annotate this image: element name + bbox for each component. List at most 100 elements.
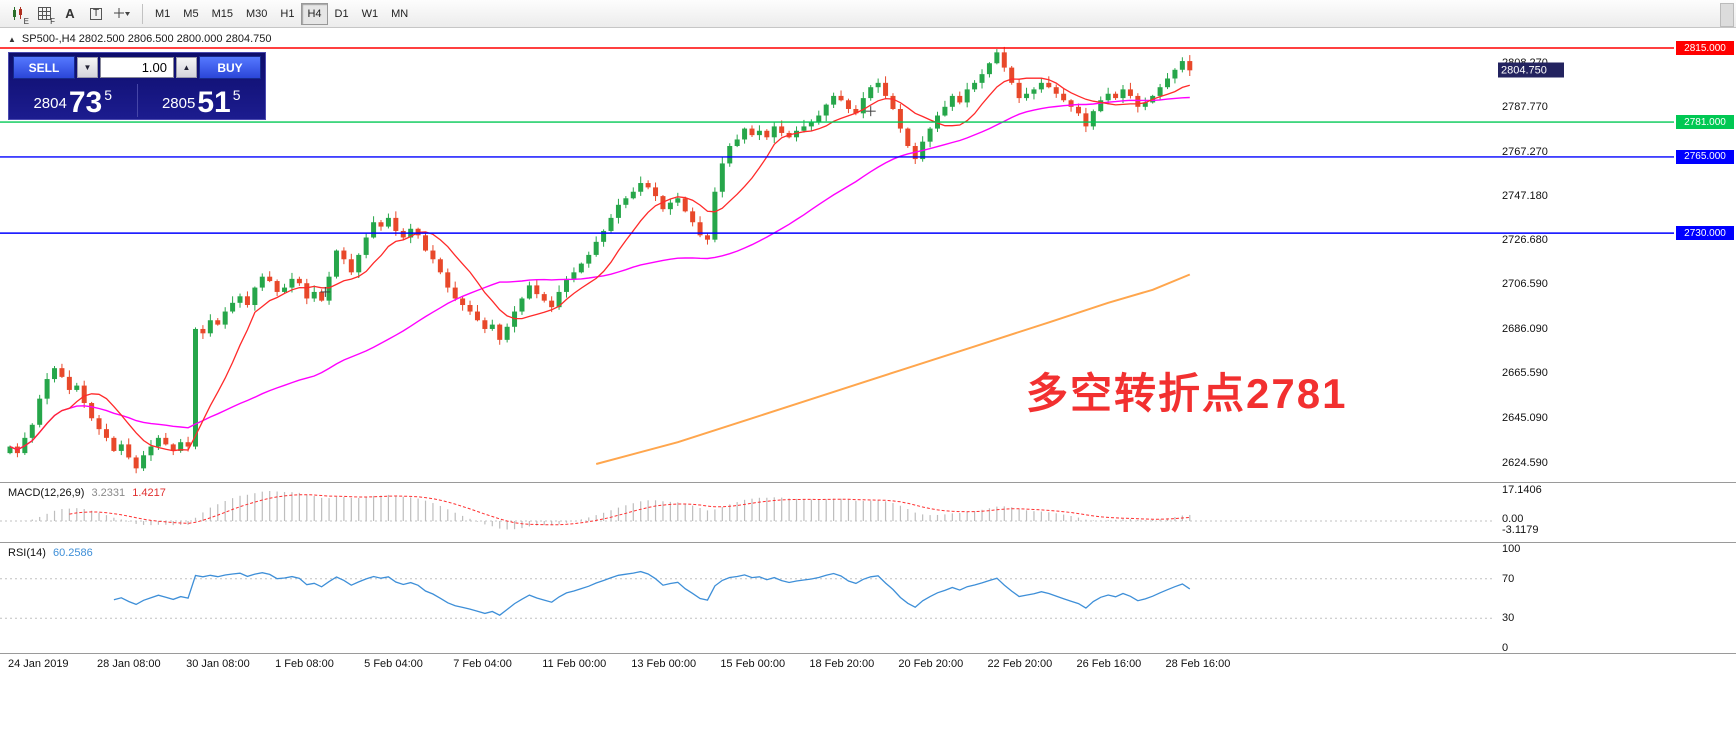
timeframe-button-mn[interactable]: MN: [391, 7, 409, 20]
ask-main: 2805: [161, 95, 196, 112]
price-scale[interactable]: [1496, 28, 1736, 653]
rsi-line: [113, 570, 1191, 616]
ma-fast-line: [9, 77, 1190, 452]
chart-title: ▲ SP500-,H4 2802.500 2806.500 2800.000 2…: [8, 33, 271, 45]
horizontal-price-lines[interactable]: [0, 47, 1674, 234]
price-tick-label: 2665.590: [1502, 367, 1548, 380]
textbox-icon[interactable]: T: [84, 3, 108, 25]
ask-big: 51: [197, 85, 231, 119]
timeframe-button-w1[interactable]: W1: [361, 7, 379, 20]
macd-signal-value: 1.4217: [132, 487, 166, 499]
ma-long-line: [595, 273, 1191, 465]
chart-icon-sub: E: [23, 16, 29, 26]
sell-button[interactable]: SELL: [13, 56, 75, 79]
toolbar: E F A T M1 M5 M15 M30 H1 H4 D1 W1 MN: [0, 0, 1736, 28]
grid-icon-sub: F: [50, 16, 55, 26]
grid-icon[interactable]: F: [32, 3, 56, 26]
macd-signal-line: [69, 494, 1190, 526]
time-axis-label: 22 Feb 20:00: [987, 658, 1053, 670]
oneclick-collapse-icon[interactable]: ▲: [8, 34, 16, 44]
crosshair-tool-icon[interactable]: [110, 3, 134, 25]
price-divider: [136, 84, 138, 117]
ask-sup: 5: [232, 87, 241, 103]
current-price-badge: 2804.750: [1498, 62, 1564, 78]
time-axis-label: 26 Feb 16:00: [1076, 658, 1142, 670]
chart-display-icon[interactable]: E: [6, 3, 30, 26]
rsi-levels: [0, 578, 1494, 619]
rsi-value: 60.2586: [52, 547, 93, 559]
timeframe-button-m15[interactable]: M15: [211, 7, 233, 20]
volume-increase-button[interactable]: ▲: [176, 57, 197, 78]
time-scale[interactable]: [0, 654, 1736, 678]
ma-slow-line: [9, 96, 1190, 451]
toolbar-separator: [142, 3, 143, 24]
time-axis-label: 18 Feb 20:00: [809, 658, 875, 670]
time-axis-label: 1 Feb 08:00: [275, 658, 334, 670]
rsi-pane-label: RSI(14) 60.2586: [8, 547, 93, 559]
time-axis-label: 5 Feb 04:00: [364, 658, 423, 670]
price-tick-label: 2645.090: [1502, 412, 1548, 425]
macd-histogram: [0, 491, 1494, 530]
volume-input[interactable]: 1.00: [100, 57, 174, 78]
chart-annotation: 多空转折点2781: [1026, 370, 1348, 417]
price-tick-label: 2747.180: [1502, 189, 1548, 202]
toolbar-edge-button[interactable]: [1720, 3, 1734, 27]
time-axis-label: 24 Jan 2019: [8, 658, 69, 670]
text-annotation-icon[interactable]: A: [65, 6, 75, 21]
time-axis-label: 30 Jan 08:00: [186, 658, 250, 670]
macd-scale-label: 0.00: [1502, 513, 1524, 525]
timeframe-button-m30[interactable]: M30: [245, 7, 268, 20]
time-axis-label: 7 Feb 04:00: [453, 658, 512, 670]
price-tick-label: 2767.270: [1502, 145, 1548, 158]
price-line-badge-2730[interactable]: 2730.000: [1676, 226, 1734, 241]
macd-value: 3.2331: [91, 487, 126, 499]
rsi-scale-label: 30: [1502, 612, 1515, 625]
timeframe-button-m1[interactable]: M1: [155, 7, 171, 20]
macd-pane-separator[interactable]: [0, 482, 1736, 483]
time-axis-label: 11 Feb 00:00: [542, 658, 607, 670]
time-axis-separator: [0, 653, 1736, 654]
timeframe-button-group: M1 M5 M15 M30 H1 H4 D1 W1 MN: [149, 2, 415, 25]
chart-title-text: SP500-,H4 2802.500 2806.500 2800.000 280…: [21, 33, 272, 45]
rsi-scale-label: 0: [1502, 642, 1509, 654]
rsi-scale-label: 100: [1502, 543, 1521, 555]
macd-scale-label: 17.1406: [1502, 484, 1542, 496]
time-axis-label: 28 Feb 16:00: [1165, 658, 1231, 670]
one-click-trading-panel: SELL ▼ 1.00 ▲ BUY 2804 73 5 2805 51 5: [8, 52, 266, 120]
bid-main: 2804: [33, 95, 67, 112]
buy-button[interactable]: BUY: [199, 56, 261, 79]
rsi-scale-label: 70: [1502, 572, 1515, 585]
timeframe-button-h1[interactable]: H1: [280, 7, 295, 20]
time-axis-label: 20 Feb 20:00: [898, 658, 964, 670]
timeframe-button-h4[interactable]: H4: [301, 2, 328, 25]
timeframe-button-d1[interactable]: D1: [334, 7, 349, 20]
macd-pane-label: MACD(12,26,9) 3.2331 1.4217: [8, 487, 166, 499]
price-line-badge-2765[interactable]: 2765.000: [1676, 149, 1734, 164]
volume-decrease-button[interactable]: ▼: [77, 57, 98, 78]
price-tick-label: 2686.090: [1502, 322, 1548, 335]
macd-scale-label: -3.1179: [1502, 524, 1539, 536]
candlestick-glyph: [13, 6, 22, 20]
price-tick-label: 2624.590: [1502, 456, 1548, 469]
time-axis-label: 13 Feb 00:00: [631, 658, 697, 670]
rsi-name: RSI(14): [8, 547, 46, 559]
grid-glyph: [37, 7, 51, 20]
bid-big: 73: [68, 85, 103, 119]
time-axis-label: 15 Feb 00:00: [720, 658, 786, 670]
price-line-badge-2815[interactable]: 2815.000: [1676, 41, 1734, 55]
price-tick-label: 2706.590: [1502, 278, 1548, 291]
timeframe-button-m5[interactable]: M5: [183, 7, 199, 20]
ask-price: 2805 51 5: [138, 82, 266, 119]
time-axis-label: 28 Jan 08:00: [97, 658, 161, 670]
price-line-badge-2781[interactable]: 2781.000: [1676, 115, 1734, 130]
price-tick-label: 2726.680: [1502, 234, 1548, 247]
rsi-pane-separator[interactable]: [0, 542, 1736, 543]
crosshair-glyph: [114, 7, 130, 18]
bid-price: 2804 73 5: [9, 82, 137, 119]
bid-sup: 5: [104, 87, 113, 103]
price-tick-label: 2787.770: [1502, 101, 1548, 114]
macd-name: MACD(12,26,9): [8, 487, 85, 499]
cross-markers: [320, 106, 876, 297]
